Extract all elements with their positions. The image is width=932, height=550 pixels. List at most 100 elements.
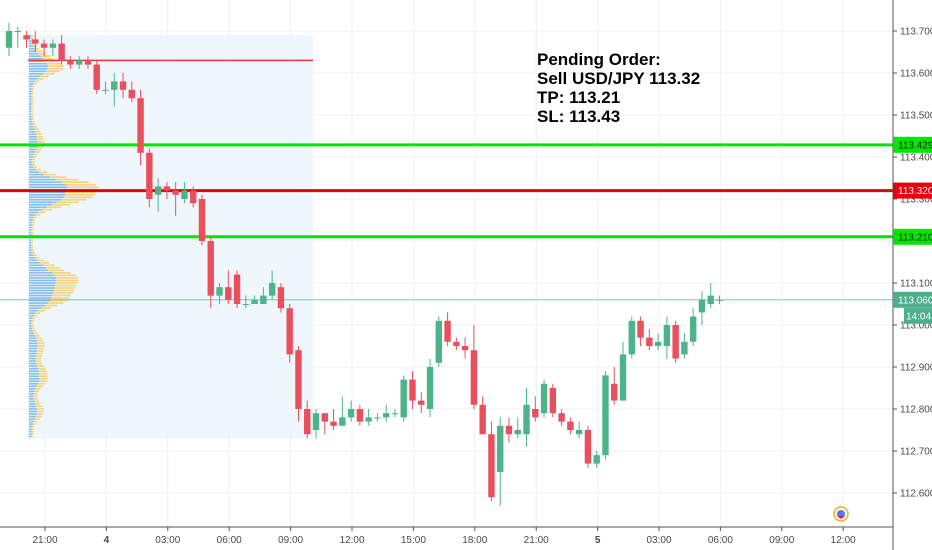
profile-bar-buy — [29, 284, 55, 287]
profile-bar-sell — [31, 241, 33, 244]
profile-bar-sell — [35, 360, 42, 362]
profile-bar-sell — [31, 322, 34, 325]
profile-bar-sell — [32, 161, 35, 163]
candle-down — [190, 190, 197, 204]
profile-bar-sell — [47, 67, 64, 70]
candle-down — [67, 60, 74, 65]
profile-bar-sell — [31, 425, 35, 428]
candle-down — [93, 64, 100, 90]
candle-down — [225, 287, 232, 300]
profile-bar-sell — [33, 254, 37, 257]
candle-up — [251, 299, 258, 304]
profile-bar-buy — [29, 229, 32, 231]
profile-bar-sell — [60, 199, 87, 201]
profile-bar-sell — [31, 110, 33, 113]
profile-bar-sell — [36, 352, 43, 355]
profile-bar-buy — [29, 244, 32, 246]
profile-bar-buy — [29, 146, 37, 148]
profile-bar-sell — [40, 55, 51, 57]
price-level-badge-text: 113.429 — [898, 140, 932, 151]
profile-bar-sell — [49, 176, 67, 178]
profile-bar-buy — [29, 231, 32, 234]
profile-bar-buy — [29, 340, 38, 342]
candle-down — [646, 337, 653, 346]
profile-bar-sell — [34, 400, 39, 403]
profile-bar-sell — [46, 206, 61, 209]
profile-bar-sell — [34, 418, 40, 420]
candle-up — [242, 304, 250, 305]
profile-bar-sell — [47, 302, 64, 304]
profile-bar-buy — [29, 289, 55, 292]
candle-up — [628, 320, 635, 355]
profile-bar-sell — [43, 73, 55, 75]
profile-bar-sell — [44, 60, 58, 62]
candle-down — [479, 404, 486, 435]
profile-bar-sell — [32, 251, 35, 254]
profile-bar-sell — [31, 221, 35, 224]
profile-bar-sell — [37, 309, 45, 312]
candle-down — [304, 409, 311, 435]
candle-up — [523, 404, 530, 435]
candle-down — [505, 425, 513, 435]
profile-bar-sell — [35, 388, 41, 390]
profile-bar-buy — [29, 214, 36, 216]
price-level-badge-text: 113.210 — [898, 232, 932, 243]
profile-bar-buy — [29, 279, 57, 282]
candle-down — [584, 430, 592, 464]
profile-bar-sell — [35, 415, 42, 418]
profile-bar-buy — [29, 153, 34, 156]
profile-bar-sell — [31, 246, 34, 249]
profile-bar-sell — [32, 156, 37, 158]
profile-bar-sell — [36, 78, 44, 80]
profile-bar-sell — [39, 377, 48, 380]
candle-down — [286, 308, 293, 355]
price-axis[interactable]: 113.700 113.600 113.500 113.400 113.300 113.2… — [892, 0, 932, 550]
profile-bar-buy — [29, 246, 32, 249]
profile-bar-sell — [48, 269, 64, 272]
profile-bar-buy — [29, 269, 49, 272]
profile-bar-sell — [37, 410, 44, 413]
profile-bar-buy — [29, 327, 33, 330]
profile-bar-buy — [29, 413, 37, 415]
price-tick-label: 113.600 — [900, 69, 932, 80]
profile-bar-buy — [29, 377, 40, 380]
profile-bar-buy — [29, 390, 35, 393]
candle-up — [312, 413, 320, 430]
candle-up — [75, 60, 83, 65]
profile-bar-sell — [34, 256, 40, 259]
profile-bar-sell — [63, 196, 93, 199]
profile-bar-sell — [39, 262, 49, 264]
profile-bar-sell — [31, 435, 34, 438]
candle-up — [347, 409, 355, 418]
profile-bar-buy — [29, 80, 35, 83]
profile-bar-sell — [31, 433, 34, 435]
profile-bar-sell — [31, 244, 33, 246]
price-tick-label: 112.800 — [900, 405, 932, 416]
profile-bar-buy — [29, 423, 33, 425]
profile-bar-buy — [29, 385, 37, 388]
profile-bar-buy — [29, 342, 38, 345]
profile-bar-buy — [29, 239, 32, 241]
profile-bar-sell — [36, 146, 44, 148]
profile-bar-buy — [29, 405, 37, 408]
profile-bar-buy — [29, 178, 56, 181]
profile-bar-sell — [33, 332, 38, 335]
profile-bar-buy — [29, 264, 44, 267]
profile-bar-sell — [32, 123, 36, 125]
time-axis[interactable]: 21:00 4 03:00 06:00 09:00 12:00 15:00 18:00 21:0… — [0, 526, 893, 546]
price-tick-label: 113.300 — [900, 195, 932, 206]
profile-bar-sell — [33, 314, 38, 317]
candle-up — [181, 190, 188, 199]
candle-down — [418, 400, 425, 405]
profile-bar-sell — [39, 375, 48, 377]
profile-bar-sell — [31, 95, 34, 98]
candle-down — [23, 35, 30, 40]
candle-up — [619, 354, 627, 401]
profile-bar-buy — [29, 85, 32, 88]
profile-bar-buy — [29, 173, 44, 176]
profile-bar-sell — [47, 62, 62, 65]
profile-bar-sell — [42, 57, 54, 60]
price-tick-label: 113.100 — [900, 279, 932, 290]
candle-up — [216, 287, 223, 296]
profile-bar-sell — [37, 382, 46, 385]
